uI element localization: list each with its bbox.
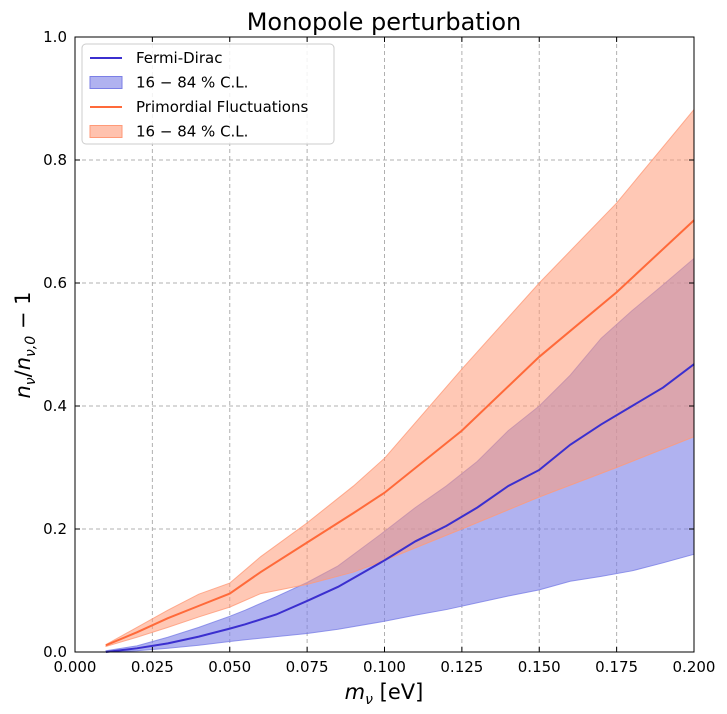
legend-label: 16 − 84 % C.L. — [136, 123, 248, 141]
legend-band-swatch — [89, 125, 123, 138]
x-tick-label: 0.125 — [440, 658, 483, 676]
legend-label: Fermi-Dirac — [136, 49, 222, 67]
y-label-subscript: ν — [23, 377, 39, 385]
legend: Fermi-Dirac 16 − 84 % C.L. Primordial Fluc… — [81, 43, 335, 145]
x-tick-label: 0.175 — [595, 658, 638, 676]
legend-label: Primordial Fluctuations — [136, 98, 308, 116]
series-lines — [105, 219, 695, 653]
confidence-bands — [105, 108, 695, 653]
x-axis-label: mν [eV] — [345, 680, 424, 708]
x-label-unit: [eV] — [373, 680, 423, 704]
y-tick-label: 1.0 — [43, 28, 67, 46]
legend-band-swatch — [89, 76, 123, 89]
legend-box — [81, 43, 335, 145]
y-label-part: n — [11, 385, 35, 398]
chart-title: Monopole perturbation — [247, 8, 522, 36]
y-label-part: / — [11, 369, 35, 377]
x-tick-label: 0.100 — [363, 658, 406, 676]
y-label-subscript: ν,0 — [23, 336, 39, 357]
y-label-part: − 1 — [11, 291, 35, 335]
y-tick-label: 0.2 — [43, 520, 67, 538]
y-tick-label: 0.8 — [43, 151, 67, 169]
x-tick-label: 0.000 — [54, 658, 97, 676]
y-tick-label: 0.6 — [43, 274, 67, 292]
x-tick-label: 0.075 — [286, 658, 329, 676]
y-tick-label: 0.4 — [43, 397, 67, 415]
x-tick-label: 0.025 — [131, 658, 174, 676]
x-label-subscript: ν — [365, 692, 373, 708]
series-line-0 — [105, 363, 695, 653]
legend-label: 16 − 84 % C.L. — [136, 74, 248, 92]
x-label-symbol: m — [345, 680, 365, 704]
y-axis-label: nν/nν,0 − 1 — [11, 291, 39, 398]
x-tick-label: 0.150 — [518, 658, 561, 676]
axis-ticks: 0.000 0.025 0.050 0.075 0.100 0.125 0.150 0.175… — [43, 28, 715, 676]
series-line-1 — [105, 219, 695, 647]
x-tick-label: 0.050 — [208, 658, 251, 676]
y-label-part: n — [11, 357, 35, 370]
y-tick-label: 0.0 — [43, 643, 67, 661]
x-tick-label: 0.200 — [673, 658, 716, 676]
